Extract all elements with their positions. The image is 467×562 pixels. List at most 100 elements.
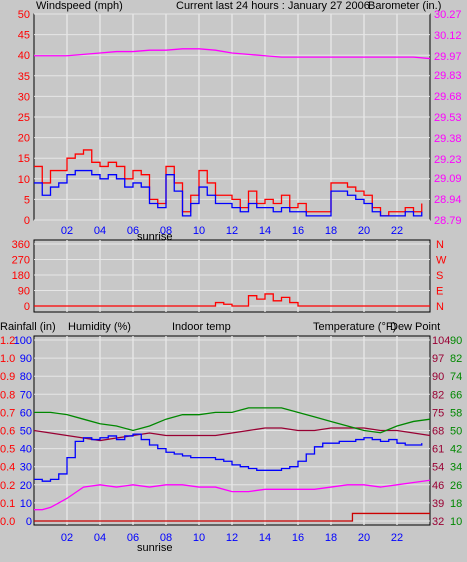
hour-tick-bottom: 14 [259, 532, 271, 544]
humidity-tick: 30 [20, 462, 32, 474]
wind-direction-series [34, 293, 430, 307]
rainfall-tick: 0.7 [0, 407, 15, 419]
indoor-tick: 39 [432, 498, 444, 510]
temperature-tick: 42 [450, 444, 462, 456]
barometer-tick: 29.53 [434, 112, 462, 124]
humidity-series [34, 433, 423, 482]
rainfall-tick: 0.2 [0, 480, 15, 492]
windspeed-tick: 10 [18, 174, 30, 186]
temperature-tick: 50 [450, 426, 462, 438]
compass-tick: E [436, 286, 443, 298]
indoor-tick: 82 [432, 389, 444, 401]
barometer-tick: 29.97 [434, 51, 462, 63]
temperature-tick: 90 [450, 335, 462, 347]
hour-tick-bottom: 12 [226, 532, 238, 544]
barometer-tick: 28.94 [434, 194, 462, 206]
direction-tick: 270 [12, 255, 30, 267]
humidity-tick: 100 [14, 335, 32, 347]
barometer-tick: 30.27 [434, 9, 462, 21]
chart-title: Current last 24 hours : January 27 2006 [176, 0, 370, 12]
hour-tick-top: 06 [127, 225, 139, 237]
humidity-tick: 10 [20, 498, 32, 510]
windspeed-tick: 50 [18, 9, 30, 21]
barometer-tick: 29.09 [434, 173, 462, 185]
barometer-tick: 29.23 [434, 154, 462, 166]
temperature-tick: 82 [450, 353, 462, 365]
rainfall-tick: 0.4 [0, 462, 15, 474]
windspeed-tick: 20 [18, 133, 30, 145]
windspeed-tick: 5 [24, 194, 30, 206]
barometer-axis-label: Barometer (in.) [368, 0, 441, 12]
direction-tick: 180 [12, 270, 30, 282]
hour-tick-bottom: 02 [61, 532, 73, 544]
barometer-tick: 29.38 [434, 133, 462, 145]
compass-tick: W [436, 255, 447, 267]
humidity-tick: 20 [20, 480, 32, 492]
humidity-tick: 70 [20, 389, 32, 401]
indoor-tick: 61 [432, 444, 444, 456]
humidity-tick: 90 [20, 353, 32, 365]
temperature-tick: 26 [450, 480, 462, 492]
humidity-tick: 40 [20, 444, 32, 456]
indoor-tick: 90 [432, 371, 444, 383]
barometer-tick: 29.68 [434, 91, 462, 103]
rainfall-series [34, 512, 430, 522]
temperature-tick: 10 [450, 516, 462, 528]
indoor-tick: 104 [432, 335, 450, 347]
hour-tick-top: 18 [325, 225, 337, 237]
indoor-tick: 46 [432, 480, 444, 492]
rainfall-tick: 0.1 [0, 498, 15, 510]
windspeed-tick: 25 [18, 112, 30, 124]
dewpoint-axis-label: Dew Point [390, 321, 440, 333]
indoor-tick: 75 [432, 407, 444, 419]
direction-tick: 90 [18, 286, 30, 298]
humidity-tick: 60 [20, 407, 32, 419]
compass-tick: S [436, 270, 443, 282]
indoor-temp-label: Indoor temp [172, 321, 231, 333]
rainfall-tick: 0.8 [0, 389, 15, 401]
compass-tick: N [436, 301, 444, 313]
hour-tick-bottom: 04 [94, 532, 106, 544]
hour-tick-bottom: 20 [358, 532, 370, 544]
hour-tick-top: 08 [160, 225, 172, 237]
rainfall-tick: 0.9 [0, 371, 15, 383]
temperature-tick: 58 [450, 407, 462, 419]
sunrise-label-bottom: sunrise [137, 542, 172, 554]
hour-tick-top: 14 [259, 225, 271, 237]
windspeed-axis-label: Windspeed (mph) [36, 0, 123, 12]
hour-tick-top: 12 [226, 225, 238, 237]
temperature-tick: 34 [450, 462, 462, 474]
sunrise-label-top: sunrise [137, 231, 172, 243]
hour-tick-bottom: 16 [292, 532, 304, 544]
temperature-tick: 74 [450, 371, 462, 383]
windspeed-tick: 0 [24, 215, 30, 227]
temperature-tick: 18 [450, 498, 462, 510]
humidity-tick: 50 [20, 426, 32, 438]
windspeed-tick: 45 [18, 30, 30, 42]
hour-tick-top: 02 [61, 225, 73, 237]
barometer-tick: 30.12 [434, 30, 462, 42]
direction-tick: 360 [12, 239, 30, 251]
hour-tick-top: 16 [292, 225, 304, 237]
hour-tick-bottom: 22 [391, 532, 403, 544]
hour-tick-top: 04 [94, 225, 106, 237]
indoor-tick: 97 [432, 353, 444, 365]
humidity-tick: 0 [26, 516, 32, 528]
rainfall-tick: 1.2 [0, 335, 15, 347]
temperature-tick: 66 [450, 389, 462, 401]
rainfall-tick: 0.6 [0, 426, 15, 438]
humidity-axis-label: Humidity (%) [68, 321, 131, 333]
hour-tick-top: 20 [358, 225, 370, 237]
humidity-tick: 80 [20, 371, 32, 383]
temperature-axis-label: Temperature (°F) [313, 321, 396, 333]
hour-tick-bottom: 06 [127, 532, 139, 544]
rainfall-tick: 1.0 [0, 353, 15, 365]
rainfall-axis-label: Rainfall (in) [0, 321, 56, 333]
indoor-tick: 68 [432, 426, 444, 438]
hour-tick-top: 22 [391, 225, 403, 237]
wind-average-series [34, 169, 423, 217]
rainfall-tick: 0.5 [0, 444, 15, 456]
rainfall-tick: 0.0 [0, 516, 15, 528]
hour-tick-bottom: 10 [193, 532, 205, 544]
